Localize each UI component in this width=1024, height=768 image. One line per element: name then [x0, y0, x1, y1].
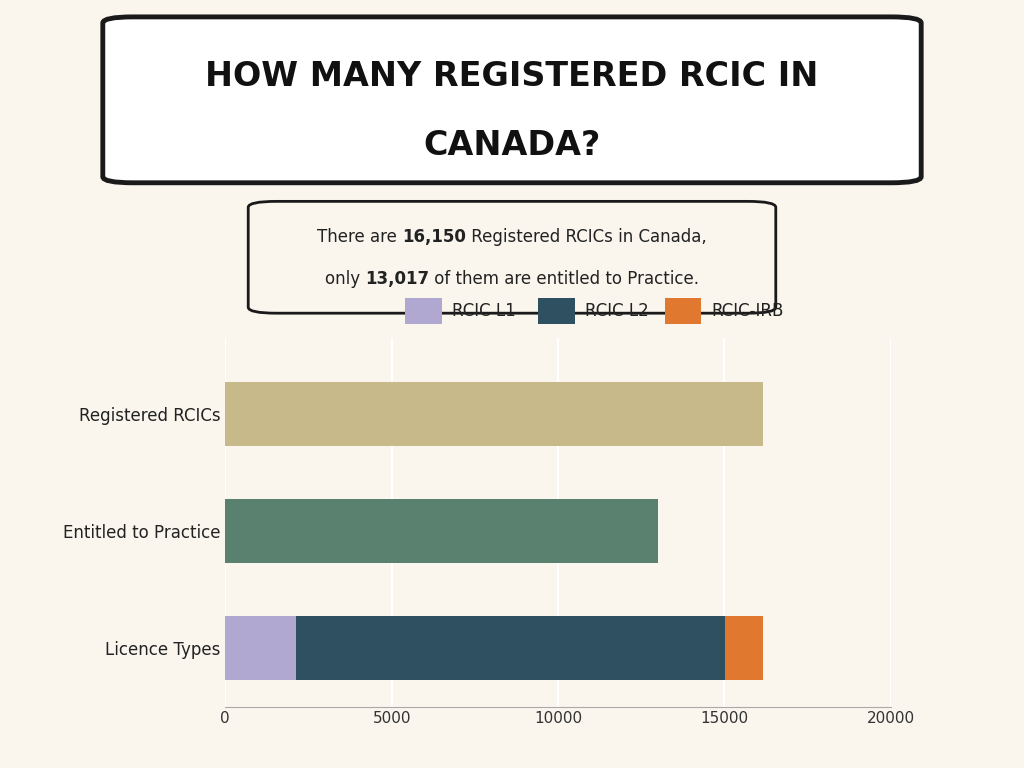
- Text: CANADA?: CANADA?: [423, 130, 601, 162]
- Bar: [225, 382, 763, 446]
- Text: 16,150: 16,150: [402, 228, 466, 247]
- Text: HOW MANY REGISTERED RCIC IN: HOW MANY REGISTERED RCIC IN: [206, 61, 818, 93]
- Text: There are: There are: [317, 228, 402, 247]
- Text: of them are entitled to Practice.: of them are entitled to Practice.: [429, 270, 699, 288]
- Text: RCIC-IRB: RCIC-IRB: [711, 302, 783, 320]
- FancyBboxPatch shape: [102, 17, 922, 183]
- Text: only: only: [325, 270, 366, 288]
- FancyBboxPatch shape: [539, 298, 574, 325]
- Bar: [225, 499, 658, 563]
- FancyBboxPatch shape: [665, 298, 701, 325]
- FancyBboxPatch shape: [248, 201, 776, 313]
- Text: Registered RCICs in Canada,: Registered RCICs in Canada,: [466, 228, 707, 247]
- Bar: [225, 616, 296, 680]
- Bar: [725, 616, 763, 680]
- Text: RCIC L2: RCIC L2: [585, 302, 648, 320]
- Bar: [296, 616, 725, 680]
- FancyBboxPatch shape: [406, 298, 441, 325]
- Text: RCIC L1: RCIC L1: [452, 302, 515, 320]
- Text: 13,017: 13,017: [366, 270, 429, 288]
